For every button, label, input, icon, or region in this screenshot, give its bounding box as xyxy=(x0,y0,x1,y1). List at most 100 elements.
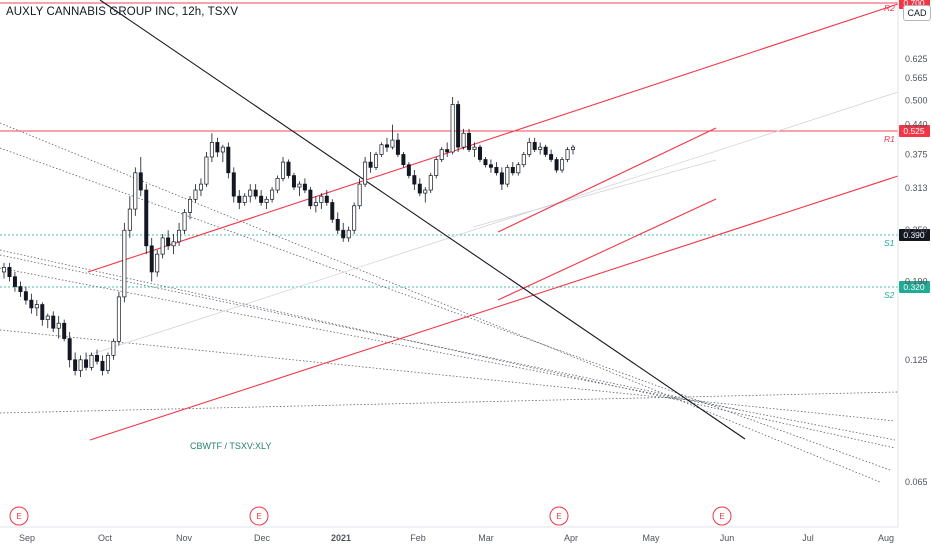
candle-body[interactable] xyxy=(352,205,357,231)
candle-body[interactable] xyxy=(281,161,286,179)
candle-body[interactable] xyxy=(374,154,379,168)
candle-body[interactable] xyxy=(324,195,329,203)
candle-body[interactable] xyxy=(510,167,515,174)
candle-body[interactable] xyxy=(18,286,23,292)
candle-body[interactable] xyxy=(188,198,193,213)
candle-body[interactable] xyxy=(346,229,351,239)
candle-body[interactable] xyxy=(538,146,543,150)
candle-body[interactable] xyxy=(149,245,154,273)
candle-body[interactable] xyxy=(357,183,362,207)
candle-body[interactable] xyxy=(428,175,433,191)
earnings-marker[interactable] xyxy=(9,506,29,526)
candle-body[interactable] xyxy=(45,315,50,320)
candle-body[interactable] xyxy=(62,322,67,339)
candle-body[interactable] xyxy=(335,219,340,231)
candle-body[interactable] xyxy=(133,172,138,210)
candle-body[interactable] xyxy=(368,161,373,168)
candle-body[interactable] xyxy=(198,183,203,191)
candle-body[interactable] xyxy=(7,266,12,278)
candle-body[interactable] xyxy=(341,229,346,239)
candle-body[interactable] xyxy=(73,359,78,371)
candle-body[interactable] xyxy=(144,189,149,247)
candle-body[interactable] xyxy=(560,159,565,171)
candle-body[interactable] xyxy=(177,229,182,243)
candle-body[interactable] xyxy=(89,355,94,368)
candle-body[interactable] xyxy=(313,202,318,207)
candle-body[interactable] xyxy=(467,132,472,150)
candle-body[interactable] xyxy=(84,359,89,368)
candle-body[interactable] xyxy=(516,164,521,174)
candle-body[interactable] xyxy=(532,142,537,150)
candle-body[interactable] xyxy=(242,195,247,203)
candle-body[interactable] xyxy=(554,159,559,171)
candle-body[interactable] xyxy=(308,189,313,207)
candle-body[interactable] xyxy=(111,340,116,356)
candle-body[interactable] xyxy=(286,161,291,176)
candle-body[interactable] xyxy=(291,175,296,188)
candle-body[interactable] xyxy=(412,175,417,185)
candle-body[interactable] xyxy=(527,142,532,155)
candle-body[interactable] xyxy=(100,360,105,371)
candle-body[interactable] xyxy=(488,164,493,168)
candle-body[interactable] xyxy=(565,149,570,160)
candle-body[interactable] xyxy=(363,161,368,185)
candle-body[interactable] xyxy=(51,315,56,329)
candle-body[interactable] xyxy=(95,355,100,362)
candle-body[interactable] xyxy=(166,237,171,247)
candle-body[interactable] xyxy=(445,149,450,153)
candle-body[interactable] xyxy=(461,132,466,148)
candle-body[interactable] xyxy=(122,229,127,298)
candle-body[interactable] xyxy=(390,139,395,148)
candle-body[interactable] xyxy=(450,104,455,153)
candle-body[interactable] xyxy=(275,178,280,191)
earnings-marker[interactable] xyxy=(549,506,569,526)
candle-body[interactable] xyxy=(456,104,461,148)
candle-body[interactable] xyxy=(23,291,28,301)
candle-body[interactable] xyxy=(297,183,302,188)
candle-body[interactable] xyxy=(384,144,389,148)
candle-body[interactable] xyxy=(477,146,482,160)
candle-body[interactable] xyxy=(204,156,209,185)
candle-body[interactable] xyxy=(220,146,225,153)
candle-body[interactable] xyxy=(505,167,510,185)
candle-body[interactable] xyxy=(401,154,406,166)
candle-body[interactable] xyxy=(549,154,554,160)
candle-body[interactable] xyxy=(472,146,477,150)
candle-body[interactable] xyxy=(105,355,110,371)
candle-body[interactable] xyxy=(12,276,17,287)
earnings-marker[interactable] xyxy=(712,506,732,526)
candle-body[interactable] xyxy=(237,195,242,203)
candle-body[interactable] xyxy=(40,304,45,320)
candle-body[interactable] xyxy=(423,189,428,194)
candle-body[interactable] xyxy=(494,167,499,174)
candle-body[interactable] xyxy=(395,139,400,155)
candle-body[interactable] xyxy=(302,183,307,191)
candle-body[interactable] xyxy=(160,237,165,255)
candle-body[interactable] xyxy=(543,146,548,155)
candle-body[interactable] xyxy=(521,154,526,166)
candle-body[interactable] xyxy=(253,189,258,197)
candle-body[interactable] xyxy=(138,172,143,191)
candle-body[interactable] xyxy=(67,338,72,361)
candle-body[interactable] xyxy=(319,195,324,203)
candle-body[interactable] xyxy=(330,202,335,220)
candle-body[interactable] xyxy=(434,159,439,176)
candle-body[interactable] xyxy=(439,149,444,160)
candle-body[interactable] xyxy=(29,299,34,309)
currency-button[interactable]: CAD xyxy=(903,5,931,21)
candle-body[interactable] xyxy=(127,208,132,231)
candle-body[interactable] xyxy=(231,172,236,197)
candle-body[interactable] xyxy=(78,359,83,371)
candle-body[interactable] xyxy=(193,189,198,200)
candle-body[interactable] xyxy=(417,183,422,194)
candle-body[interactable] xyxy=(571,146,575,150)
candle-body[interactable] xyxy=(226,146,231,174)
candle-body[interactable] xyxy=(264,198,269,203)
candle-body[interactable] xyxy=(34,304,39,309)
candle-body[interactable] xyxy=(116,296,121,342)
candle-body[interactable] xyxy=(499,172,504,185)
candle-body[interactable] xyxy=(248,189,253,197)
earnings-marker[interactable] xyxy=(249,506,269,526)
candle-body[interactable] xyxy=(406,164,411,176)
